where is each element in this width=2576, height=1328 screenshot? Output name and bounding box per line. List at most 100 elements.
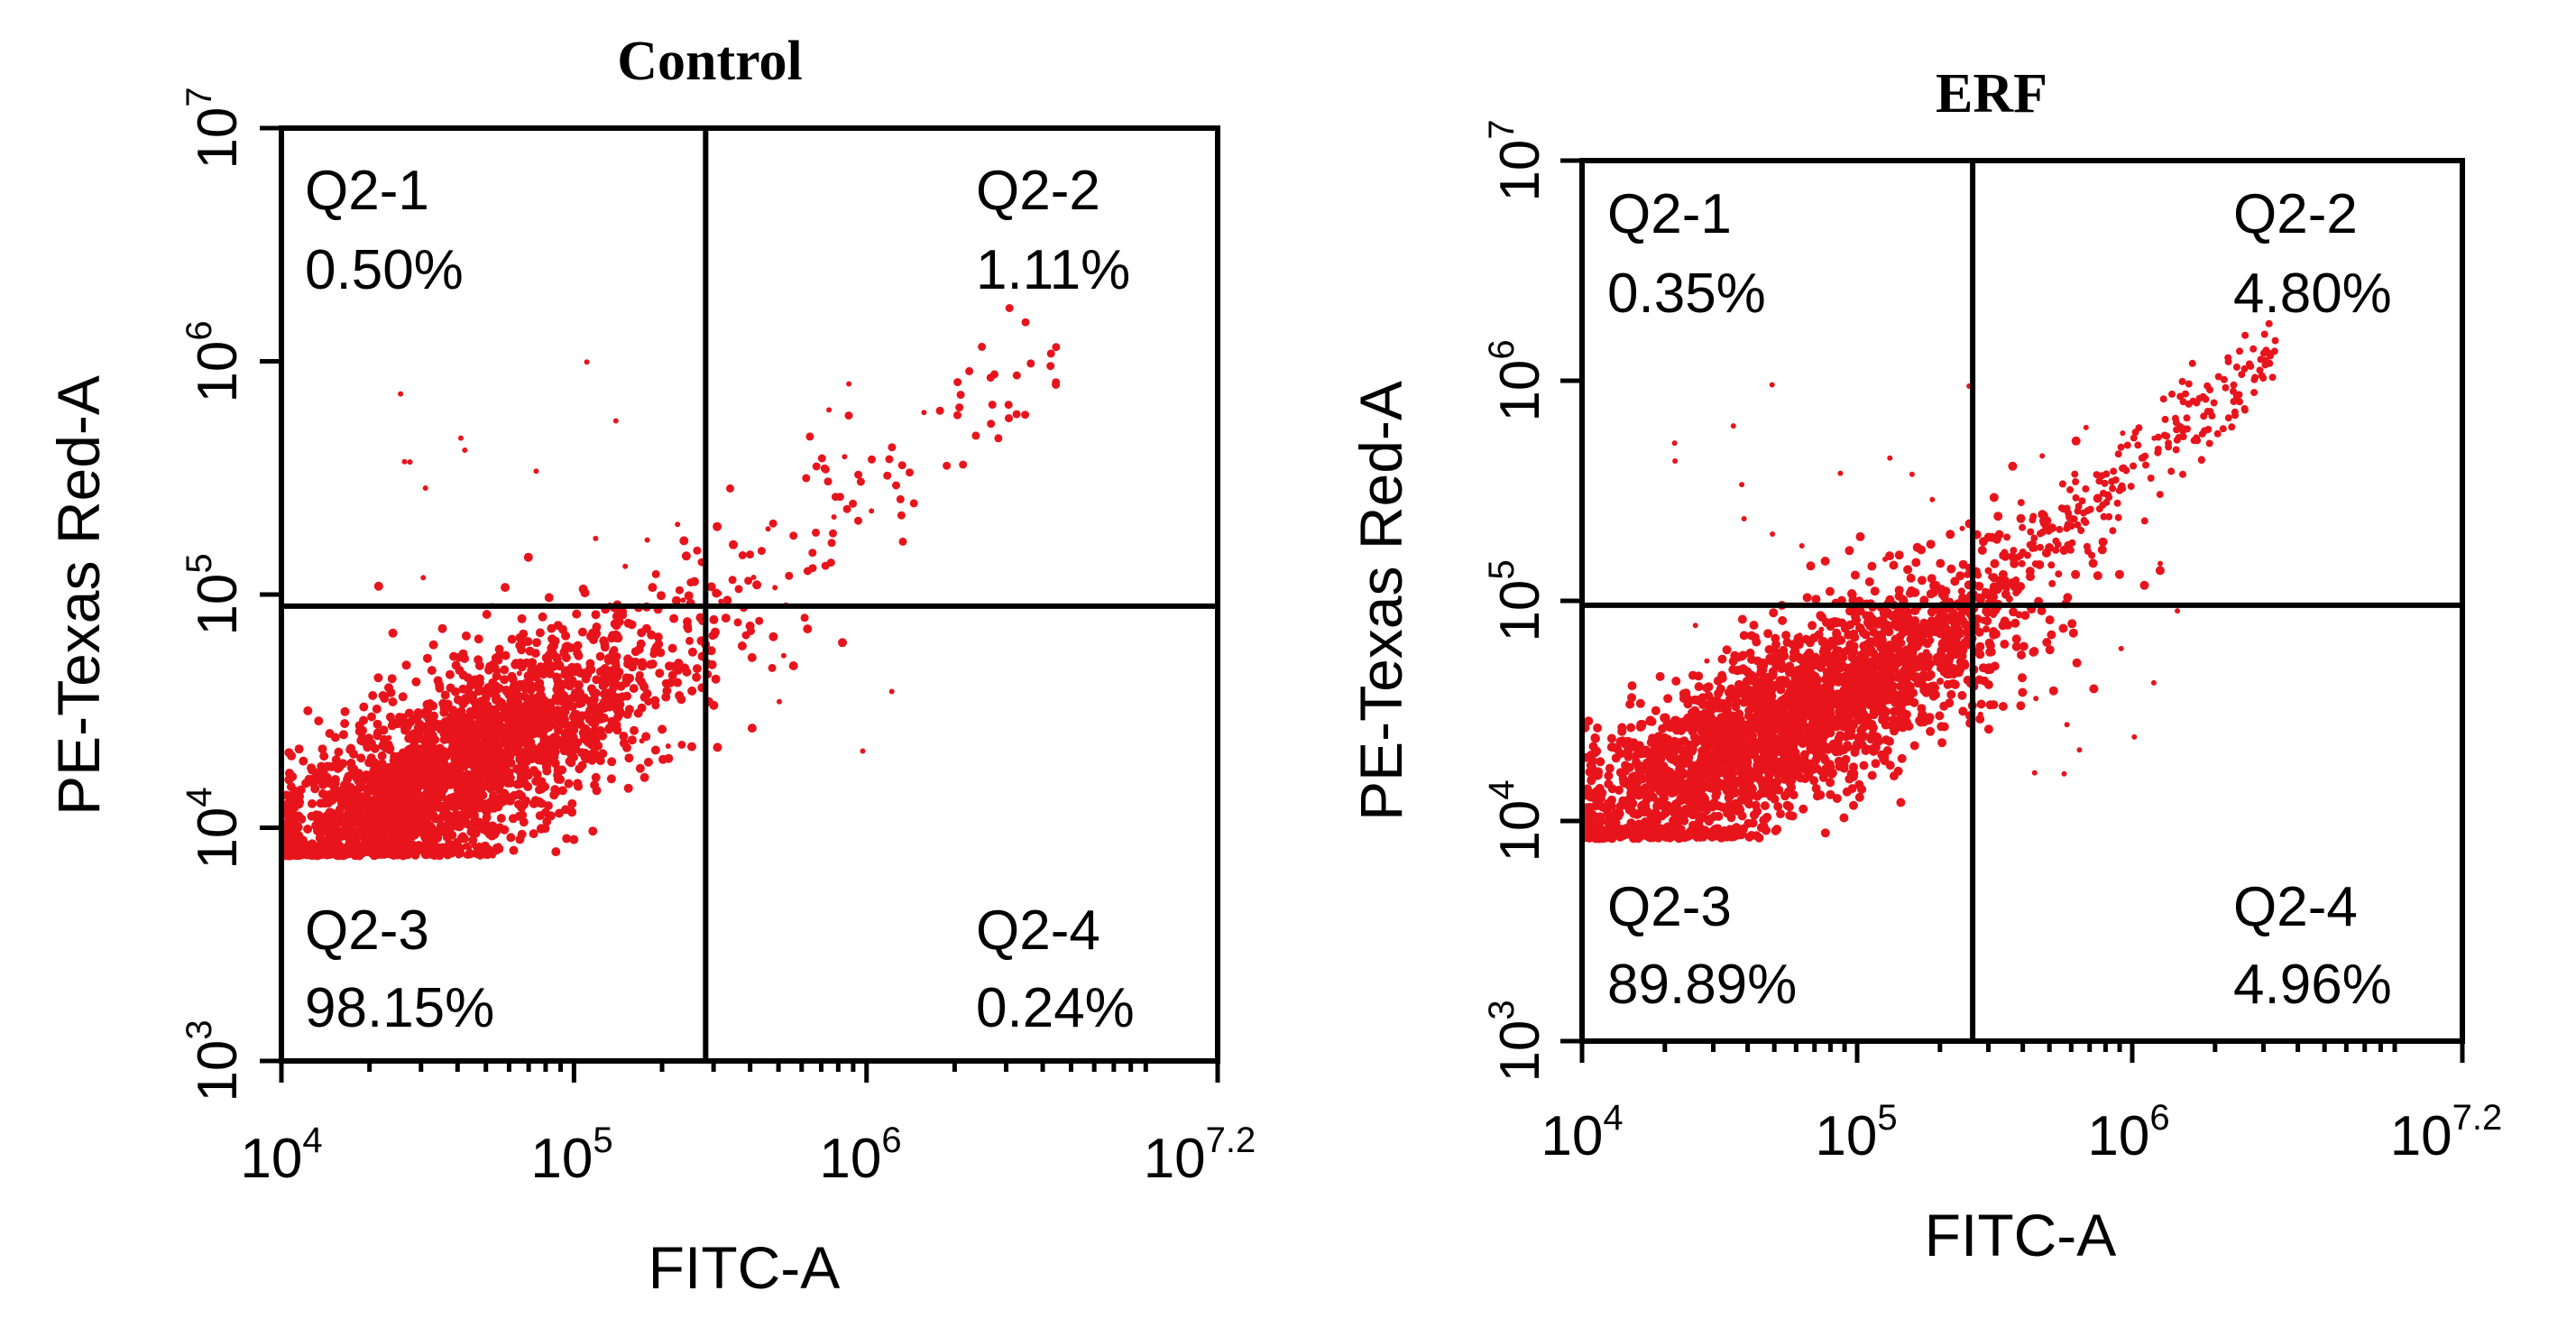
event-dot <box>507 634 517 644</box>
event-dot <box>623 783 633 793</box>
event-dot <box>398 391 404 397</box>
event-dot <box>1839 813 1849 823</box>
event-dot <box>638 658 647 668</box>
event-dot <box>537 691 547 701</box>
event-dot <box>2018 673 2027 683</box>
event-dot <box>708 632 717 641</box>
event-dot <box>1782 638 1792 648</box>
event-dot <box>549 733 559 742</box>
event-dot <box>860 748 866 754</box>
event-dot <box>445 669 455 679</box>
event-dot <box>733 618 742 627</box>
event-dot <box>1849 800 1858 810</box>
event-dot <box>572 609 582 619</box>
event-dot <box>423 706 432 716</box>
event-dot <box>842 454 848 460</box>
event-dot <box>351 772 361 782</box>
event-dot <box>483 700 492 710</box>
event-dot <box>509 696 519 706</box>
event-dot <box>788 661 798 670</box>
event-dot <box>466 786 476 796</box>
event-dot <box>297 852 304 859</box>
event-dot <box>359 702 369 712</box>
event-dot <box>650 745 660 755</box>
x-tick-label: 106 <box>819 1120 901 1190</box>
event-dot <box>520 766 530 776</box>
event-dot <box>360 827 369 837</box>
event-dot <box>422 485 428 491</box>
event-dot <box>658 724 667 734</box>
event-dot <box>419 753 429 763</box>
event-dot <box>1771 633 1780 643</box>
event-dot <box>568 664 578 674</box>
event-dot <box>533 468 539 475</box>
event-dot <box>1857 785 1867 794</box>
event-dot <box>658 754 667 764</box>
event-dot <box>294 744 304 754</box>
event-dot <box>644 537 650 543</box>
event-dot <box>595 651 605 661</box>
event-dot <box>547 704 556 714</box>
event-dot <box>726 484 734 493</box>
event-dot <box>1026 359 1035 368</box>
event-dot <box>592 752 602 762</box>
event-dot <box>303 849 310 856</box>
event-dot <box>553 774 563 784</box>
event-dot <box>435 814 445 824</box>
event-dot <box>422 788 432 798</box>
event-dot <box>544 593 554 603</box>
event-dot <box>368 691 378 700</box>
event-dot <box>662 686 672 696</box>
event-dot <box>1625 699 1635 709</box>
event-dot <box>747 652 757 662</box>
event-dot <box>1769 608 1779 618</box>
event-dot <box>533 723 543 733</box>
event-dot <box>552 652 561 662</box>
event-dot <box>329 809 339 819</box>
event-dot <box>284 769 294 778</box>
event-dot <box>854 470 863 479</box>
event-dot <box>630 725 639 735</box>
event-dot <box>461 631 471 641</box>
event-dot <box>511 659 521 669</box>
event-dot <box>752 580 762 590</box>
event-dot <box>494 741 504 751</box>
event-dot <box>803 624 813 634</box>
event-dot <box>1867 561 1877 571</box>
event-dot <box>427 740 437 750</box>
event-dot <box>1820 557 1830 566</box>
event-dot <box>439 843 446 850</box>
event-dot <box>438 785 448 795</box>
event-dot <box>406 717 416 727</box>
event-dot <box>577 761 587 770</box>
event-dot <box>636 639 646 649</box>
event-dot <box>896 494 905 503</box>
event-dot <box>470 777 480 787</box>
event-dot <box>555 661 565 671</box>
event-dot <box>1778 615 1788 625</box>
event-dot <box>600 666 609 675</box>
event-dot <box>1989 627 1999 636</box>
event-dot <box>1722 645 1732 655</box>
event-dot <box>1926 540 1936 549</box>
event-dot <box>639 772 649 782</box>
event-dot <box>500 675 510 685</box>
event-dot <box>458 649 468 659</box>
event-dot <box>398 848 404 854</box>
event-dot <box>552 685 562 695</box>
event-dot <box>2089 684 2099 694</box>
event-dot <box>407 459 413 466</box>
event-dot <box>606 774 616 784</box>
event-dot <box>2048 686 2058 696</box>
event-dot <box>674 659 684 668</box>
event-dot <box>531 777 541 786</box>
event-dot <box>380 797 389 807</box>
event-dot <box>509 775 515 780</box>
event-dot <box>1635 698 1645 708</box>
event-dot <box>1893 766 1903 776</box>
event-dot <box>897 511 906 520</box>
event-dot <box>321 791 331 801</box>
event-dot <box>648 659 658 669</box>
event-dot <box>398 692 408 702</box>
event-dot <box>2155 566 2165 576</box>
